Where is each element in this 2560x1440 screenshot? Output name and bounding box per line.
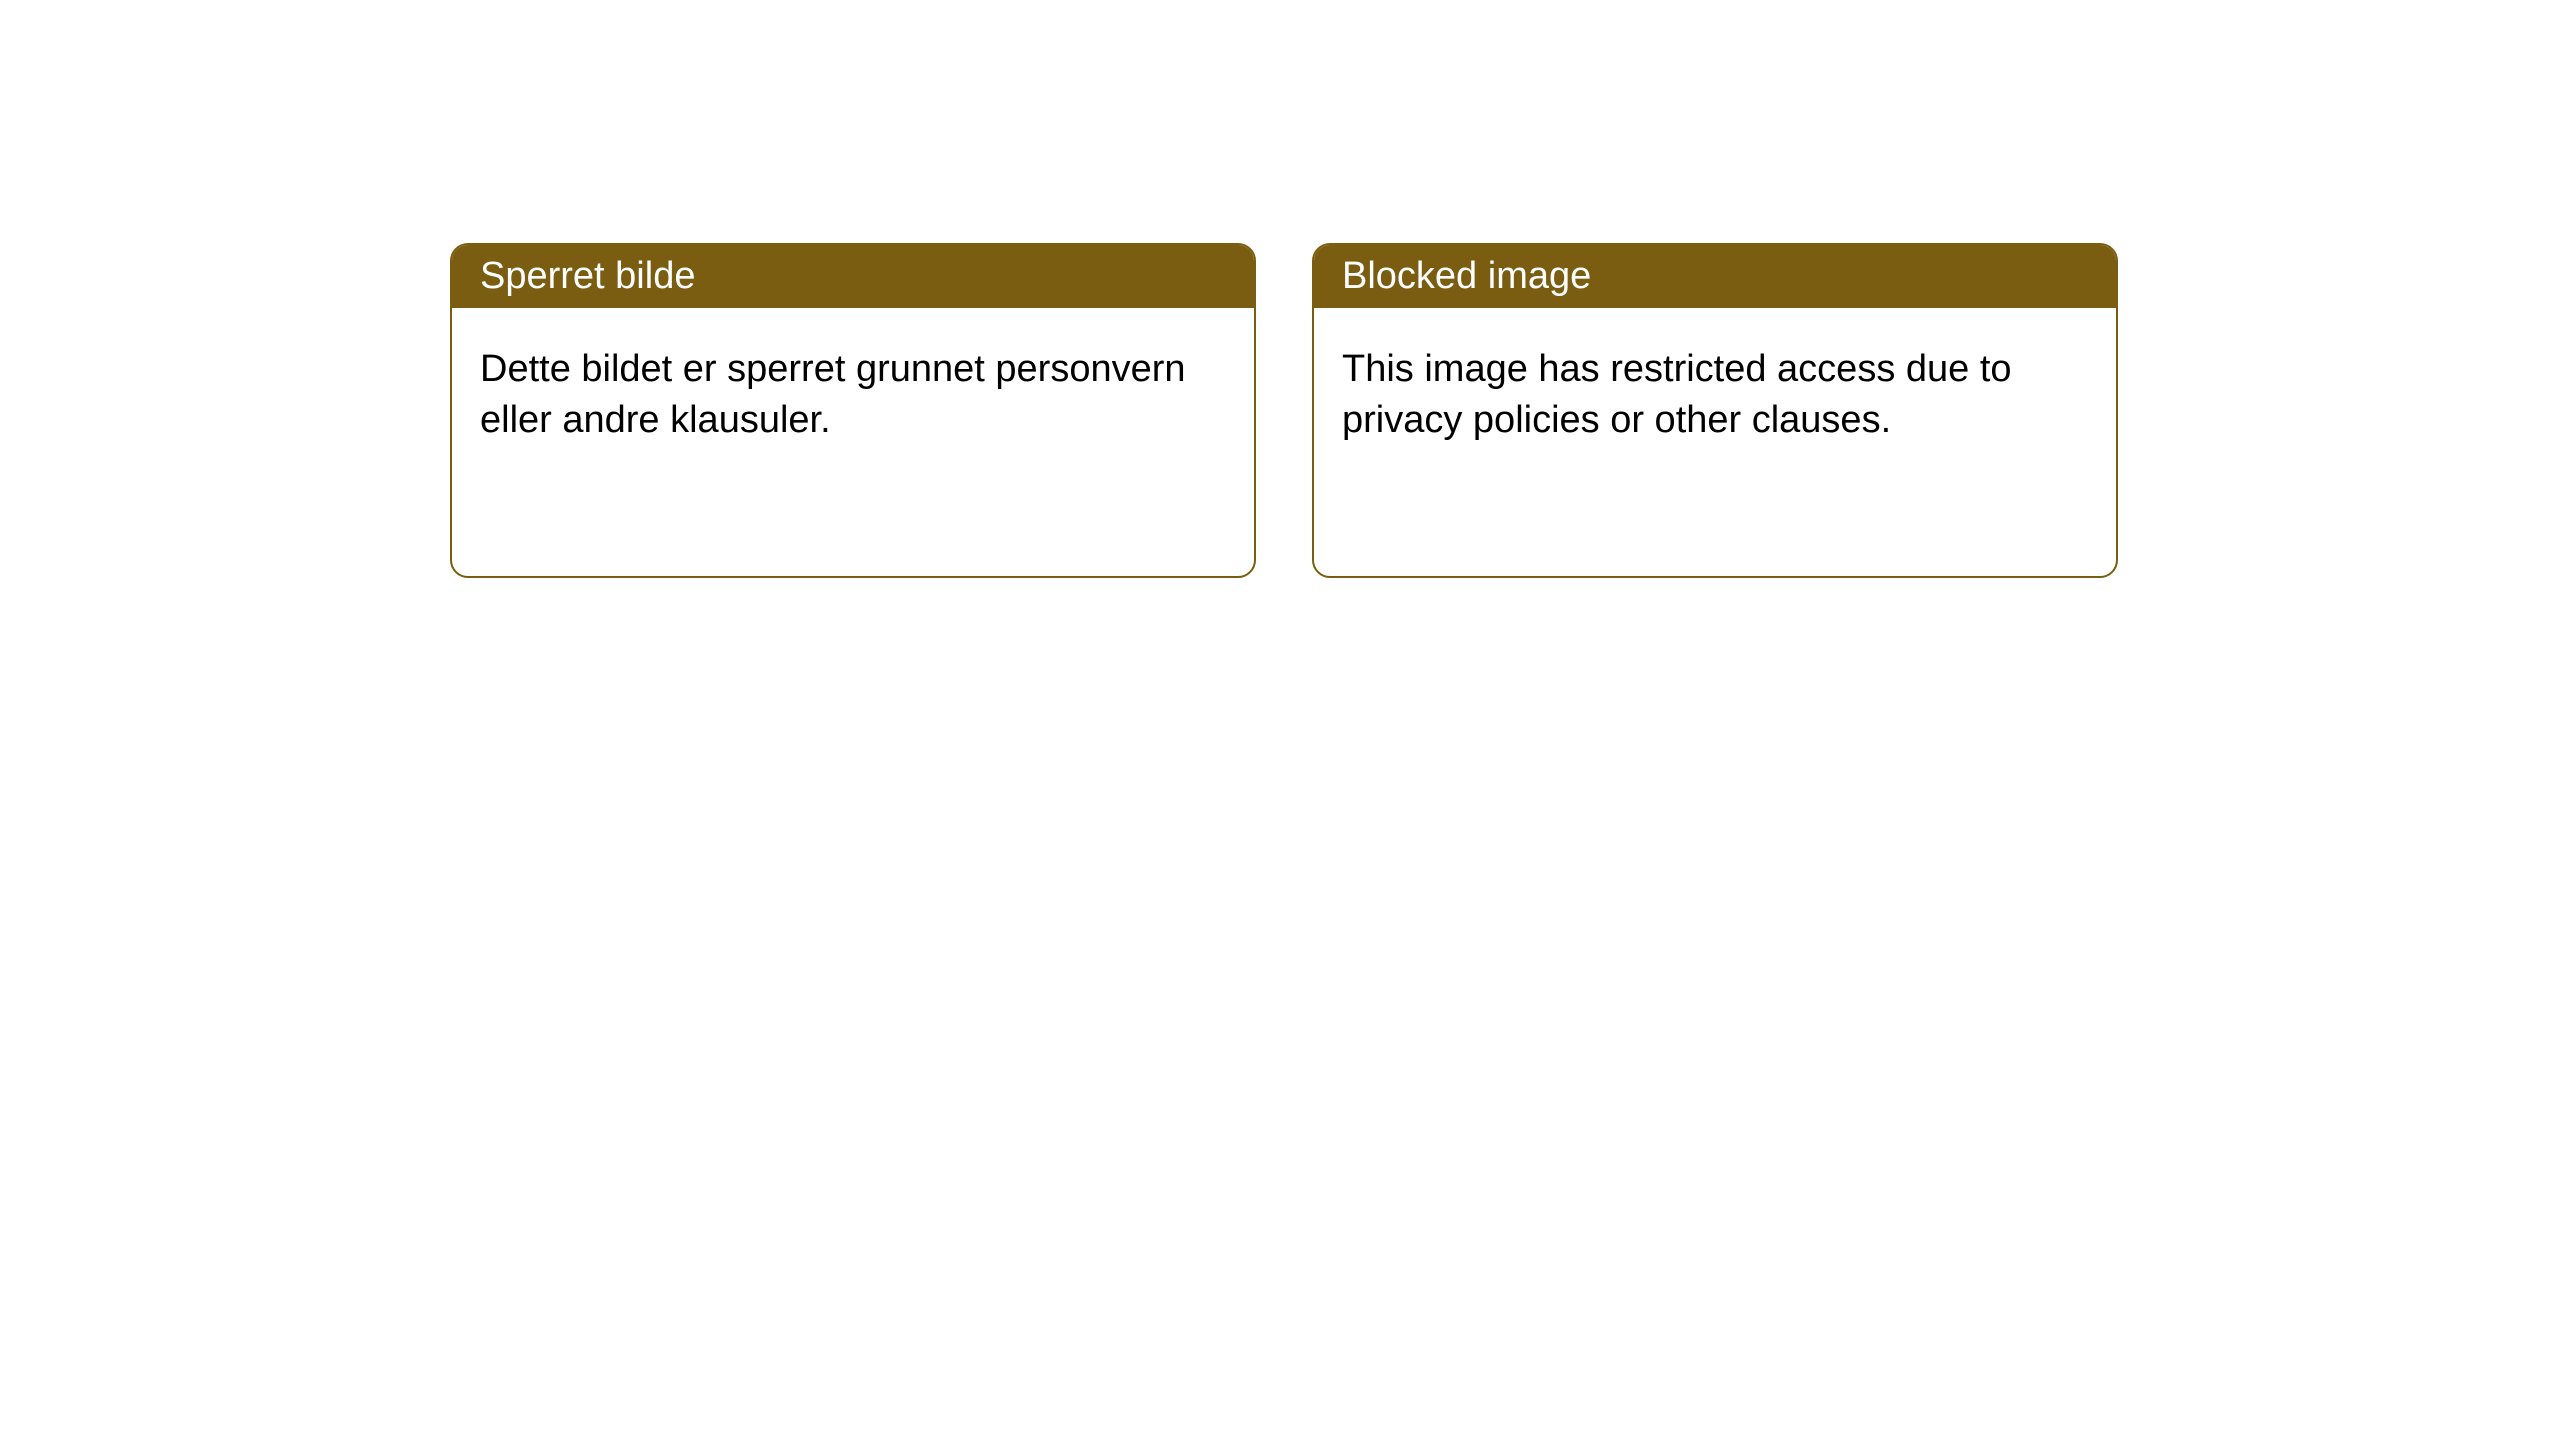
notice-title: Sperret bilde (452, 245, 1254, 308)
notice-body: This image has restricted access due to … (1314, 308, 2116, 483)
notice-title: Blocked image (1314, 245, 2116, 308)
notice-card-norwegian: Sperret bilde Dette bildet er sperret gr… (450, 243, 1256, 578)
notice-card-english: Blocked image This image has restricted … (1312, 243, 2118, 578)
notice-container: Sperret bilde Dette bildet er sperret gr… (0, 0, 2560, 578)
notice-body: Dette bildet er sperret grunnet personve… (452, 308, 1254, 483)
